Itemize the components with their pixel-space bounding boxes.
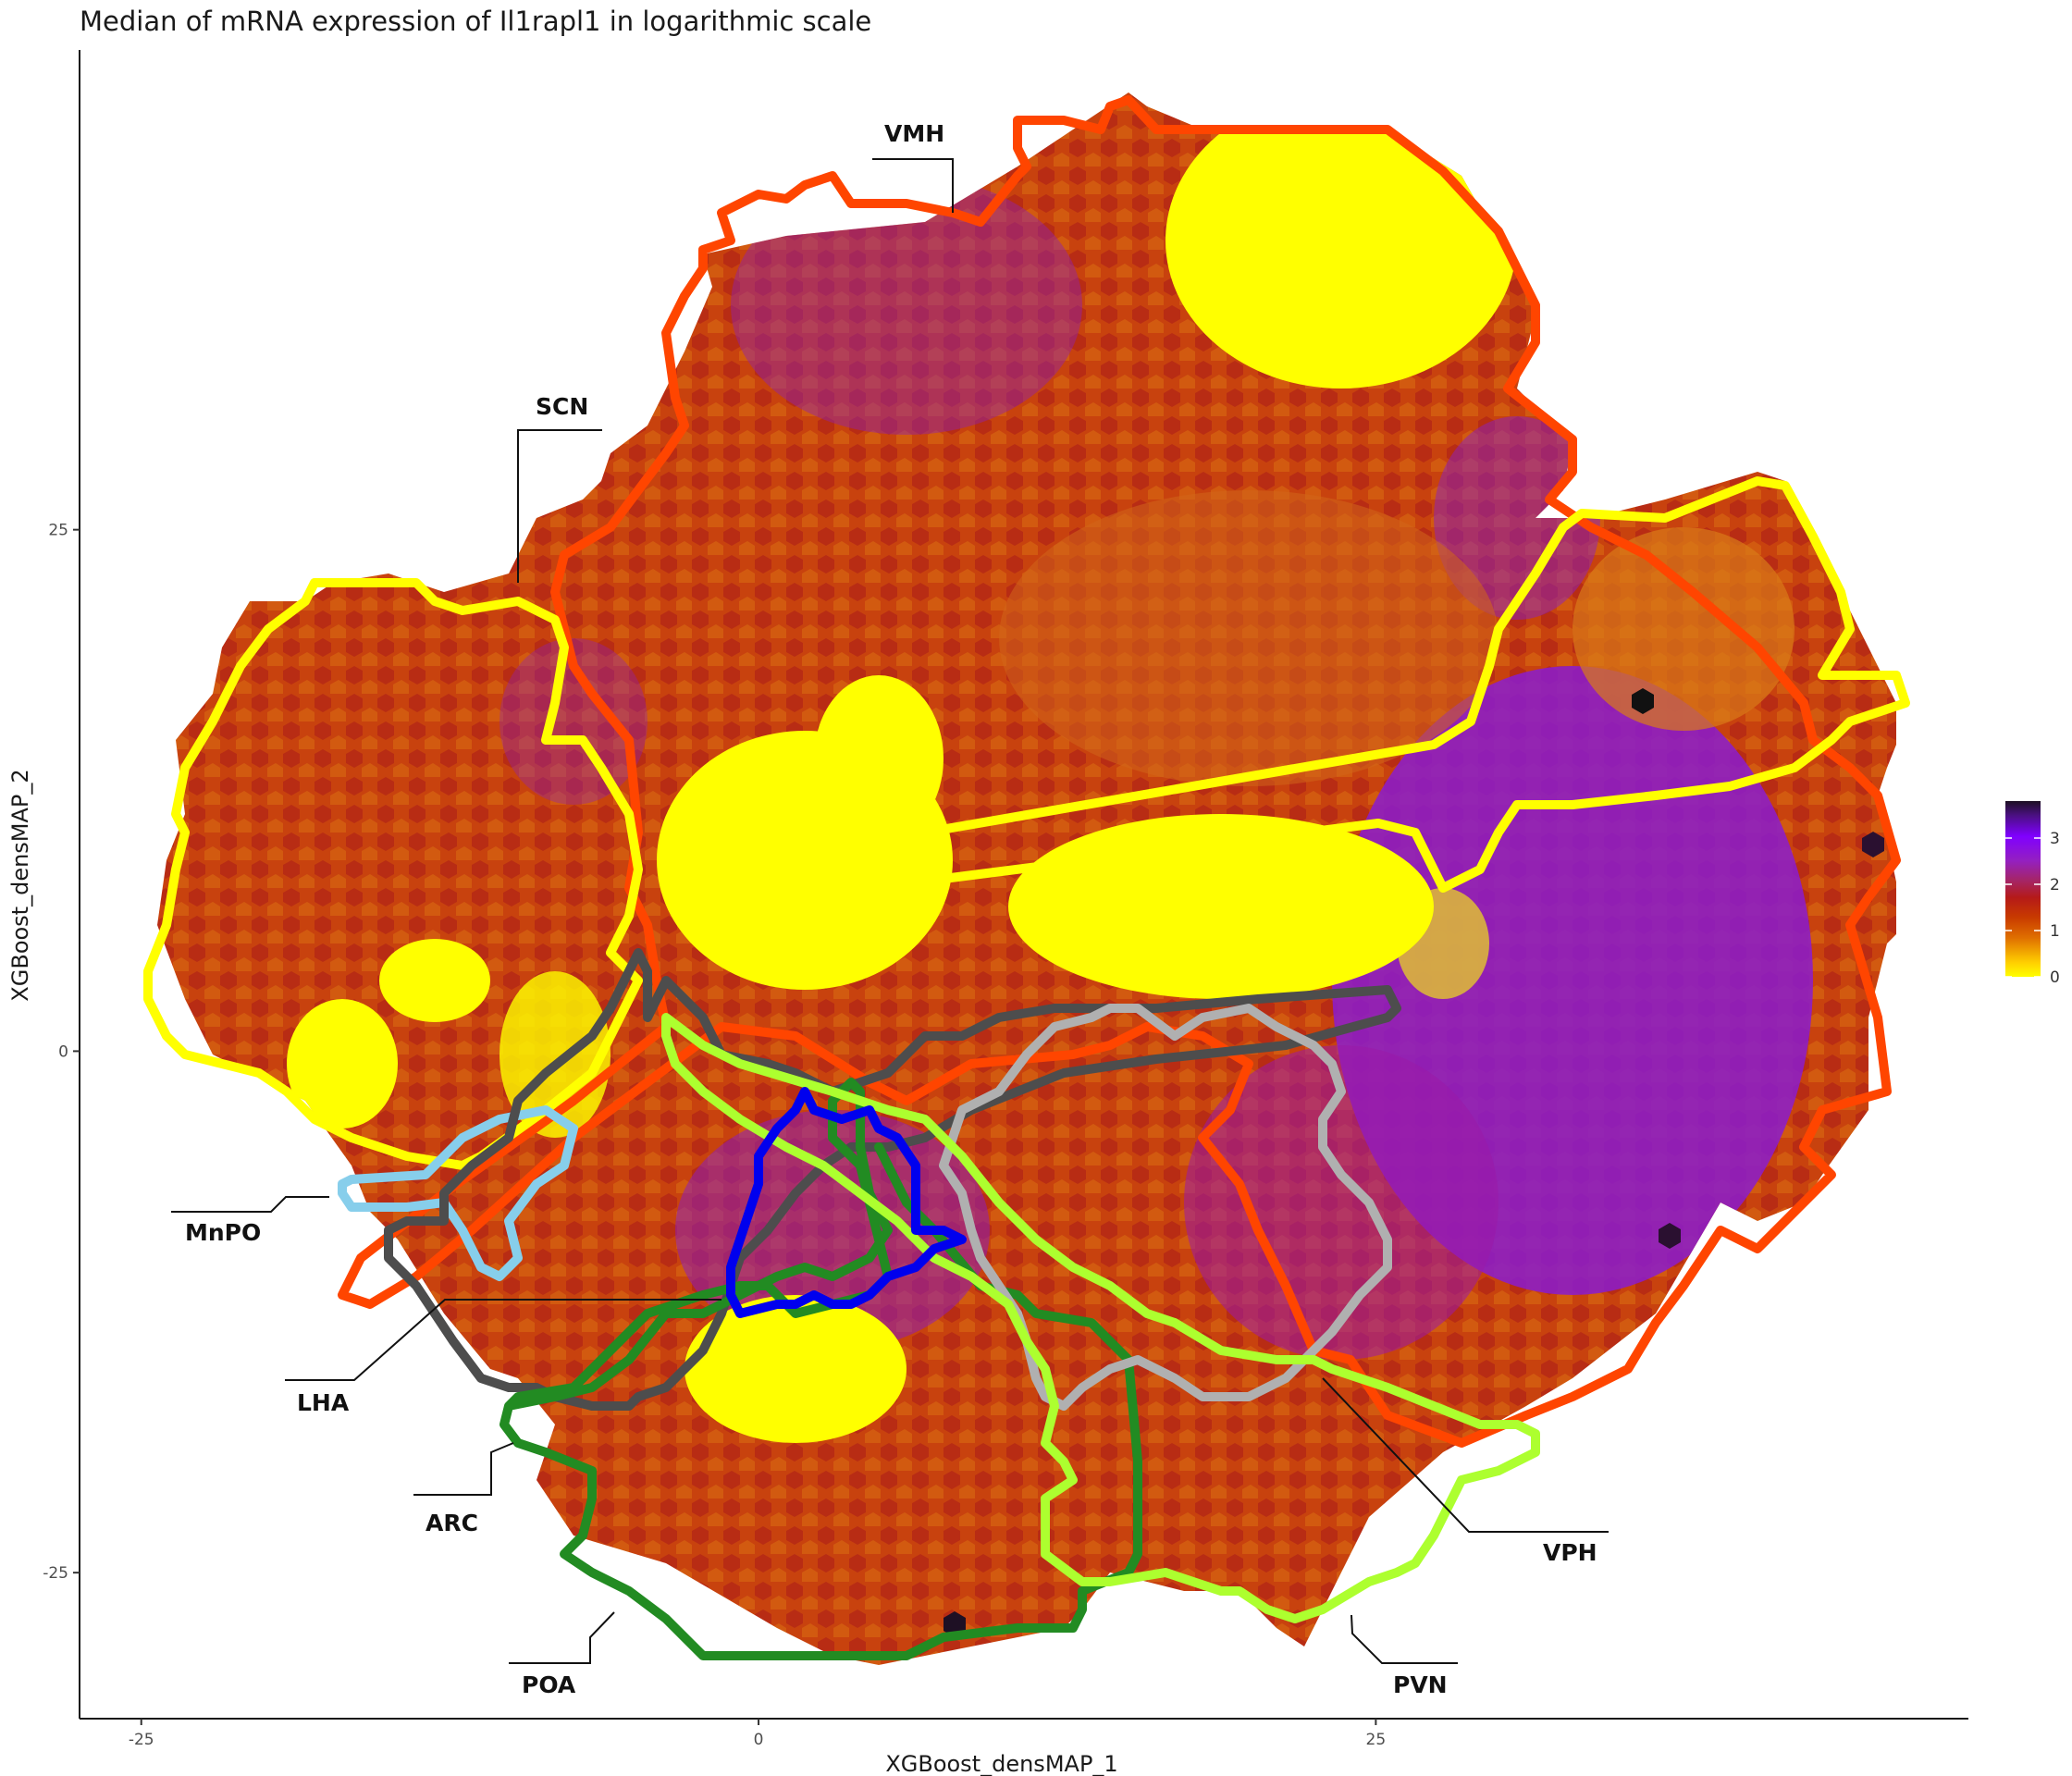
contour-blue: [726, 1087, 967, 1318]
leader-mnpo: [171, 1196, 329, 1213]
leader-vmh: [872, 158, 954, 213]
contour-yellow-right: [920, 476, 1910, 893]
contour-mnpo: [338, 1105, 578, 1281]
y-ticks: -25 0 25: [43, 522, 80, 1583]
colorbar-tick-label: 0: [2050, 968, 2060, 987]
colorbar-ticks: 0 1 2 3: [2005, 830, 2060, 987]
x-tick-label: -25: [129, 1731, 154, 1749]
y-tick-label: 25: [48, 522, 68, 540]
contour-vph: [939, 1004, 1392, 1411]
leader-vph: [1322, 1377, 1609, 1533]
leader-arc: [413, 1442, 514, 1496]
contour-yellow-left: [143, 578, 643, 1170]
hexbin-layer: [157, 92, 1896, 1665]
colorbar-tick-label: 1: [2050, 922, 2060, 941]
contour-lha: [384, 948, 1401, 1411]
x-ticks: -25 0 25: [129, 1719, 1386, 1749]
region-label-pvn: PVN: [1393, 1671, 1448, 1698]
colorbar-legend: 0 1 2 3: [2005, 801, 2060, 987]
colorbar: [2005, 801, 2041, 977]
y-tick-label: -25: [43, 1564, 68, 1583]
region-label-lha: LHA: [297, 1389, 350, 1416]
x-tick-label: 25: [1366, 1731, 1387, 1749]
y-axis-title: XGBoost_densMAP_2: [7, 769, 33, 1001]
leader-poa: [509, 1611, 615, 1664]
colorbar-tick-label: 3: [2050, 830, 2060, 848]
y-tick-label: 0: [58, 1042, 68, 1061]
region-labels: VMH SCN MnPO LHA ARC POA VPH PVN: [185, 120, 1597, 1698]
chart-title: Median of mRNA expression of Il1rapl1 in…: [80, 6, 872, 37]
colorbar-tick-label: 2: [2050, 876, 2060, 894]
region-label-poa: POA: [522, 1671, 576, 1698]
leader-lha: [285, 1299, 722, 1381]
region-label-vmh: VMH: [884, 120, 944, 147]
leader-lines: [171, 158, 1609, 1664]
leader-scn: [517, 429, 602, 583]
axes: -25 0 25 -25 0 25 XGBoost_densMAP_1 XGBoost_…: [7, 50, 1968, 1776]
region-label-arc: ARC: [426, 1510, 478, 1536]
region-label-vph: VPH: [1543, 1539, 1597, 1566]
leader-pvn: [1350, 1614, 1458, 1664]
region-contours: [143, 95, 1910, 1660]
contour-pvn: [661, 1013, 1540, 1623]
region-label-scn: SCN: [536, 393, 588, 420]
x-axis-title: XGBoost_densMAP_1: [885, 1751, 1117, 1776]
contour-arc-poa: [500, 1078, 1142, 1660]
x-tick-label: 0: [754, 1731, 764, 1749]
region-label-mnpo: MnPO: [185, 1219, 261, 1246]
